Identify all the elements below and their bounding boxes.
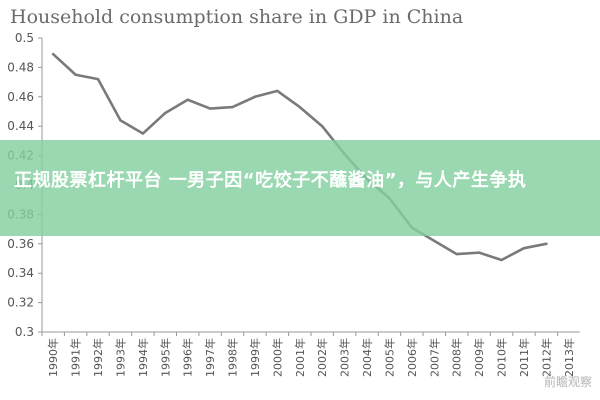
watermark: 前瞻观察 bbox=[543, 375, 592, 389]
x-tick-label: 2007年 bbox=[427, 338, 441, 377]
x-tick-label: 1998年 bbox=[226, 338, 240, 377]
data-point bbox=[208, 107, 212, 110]
x-tick-label: 1992年 bbox=[91, 338, 105, 377]
x-tick-label: 2001年 bbox=[293, 338, 307, 377]
x-tick-label: 2006年 bbox=[405, 338, 419, 377]
y-tick-label: 0.32 bbox=[7, 296, 34, 310]
x-tick-label: 2002年 bbox=[315, 338, 329, 377]
x-tick-label: 1994年 bbox=[136, 338, 150, 377]
y-tick-label: 0.3 bbox=[15, 325, 34, 339]
x-tick-label: 2009年 bbox=[472, 338, 486, 377]
x-tick-label: 1990年 bbox=[46, 338, 60, 377]
x-tick-label: 1997年 bbox=[203, 338, 217, 377]
x-tick-label: 2012年 bbox=[539, 338, 553, 377]
x-tick-label: 2013年 bbox=[562, 338, 576, 377]
x-tick-label: 2003年 bbox=[338, 338, 352, 377]
data-point bbox=[433, 239, 436, 243]
y-tick-label: 0.48 bbox=[7, 60, 34, 74]
data-point bbox=[141, 132, 145, 135]
x-tick-label: 2011年 bbox=[517, 338, 531, 377]
y-tick-label: 0.36 bbox=[7, 237, 34, 251]
data-point bbox=[477, 251, 481, 254]
data-point bbox=[74, 73, 77, 76]
x-tick-label: 2005年 bbox=[382, 338, 396, 377]
data-point bbox=[52, 52, 55, 56]
y-tick-label: 0.5 bbox=[15, 31, 34, 45]
data-point bbox=[276, 89, 279, 93]
data-point bbox=[231, 105, 234, 109]
x-tick-label: 1993年 bbox=[113, 338, 127, 377]
x-tick-label: 1995年 bbox=[158, 338, 172, 377]
data-point bbox=[522, 247, 526, 250]
data-point bbox=[321, 125, 324, 128]
headline-text[interactable]: 正规股票杠杆平台 一男子因“吃饺子不蘸酱油”，与人产生争执 bbox=[14, 170, 527, 191]
data-point bbox=[545, 242, 548, 245]
data-point bbox=[96, 77, 100, 81]
data-point bbox=[164, 111, 167, 115]
y-tick-label: 0.46 bbox=[7, 90, 34, 104]
data-point bbox=[455, 252, 458, 256]
chart-title: Household consumption share in GDP in Ch… bbox=[10, 6, 464, 28]
x-tick-label: 1999年 bbox=[248, 338, 262, 377]
x-tick-label: 1991年 bbox=[69, 338, 83, 377]
x-tick-label: 2000年 bbox=[270, 338, 284, 377]
x-tick-label: 2008年 bbox=[450, 338, 464, 377]
x-tick-label: 2010年 bbox=[495, 338, 509, 377]
data-point bbox=[186, 98, 189, 101]
x-tick-label: 2004年 bbox=[360, 338, 374, 377]
x-tick-label: 1996年 bbox=[181, 338, 195, 377]
data-point bbox=[253, 95, 257, 99]
y-tick-label: 0.44 bbox=[7, 119, 34, 133]
data-point bbox=[500, 258, 503, 262]
data-point bbox=[119, 119, 122, 122]
headline-banner[interactable]: 正规股票杠杆平台 一男子因“吃饺子不蘸酱油”，与人产生争执 bbox=[0, 140, 600, 236]
y-tick-label: 0.34 bbox=[7, 266, 34, 280]
data-point bbox=[298, 105, 301, 109]
